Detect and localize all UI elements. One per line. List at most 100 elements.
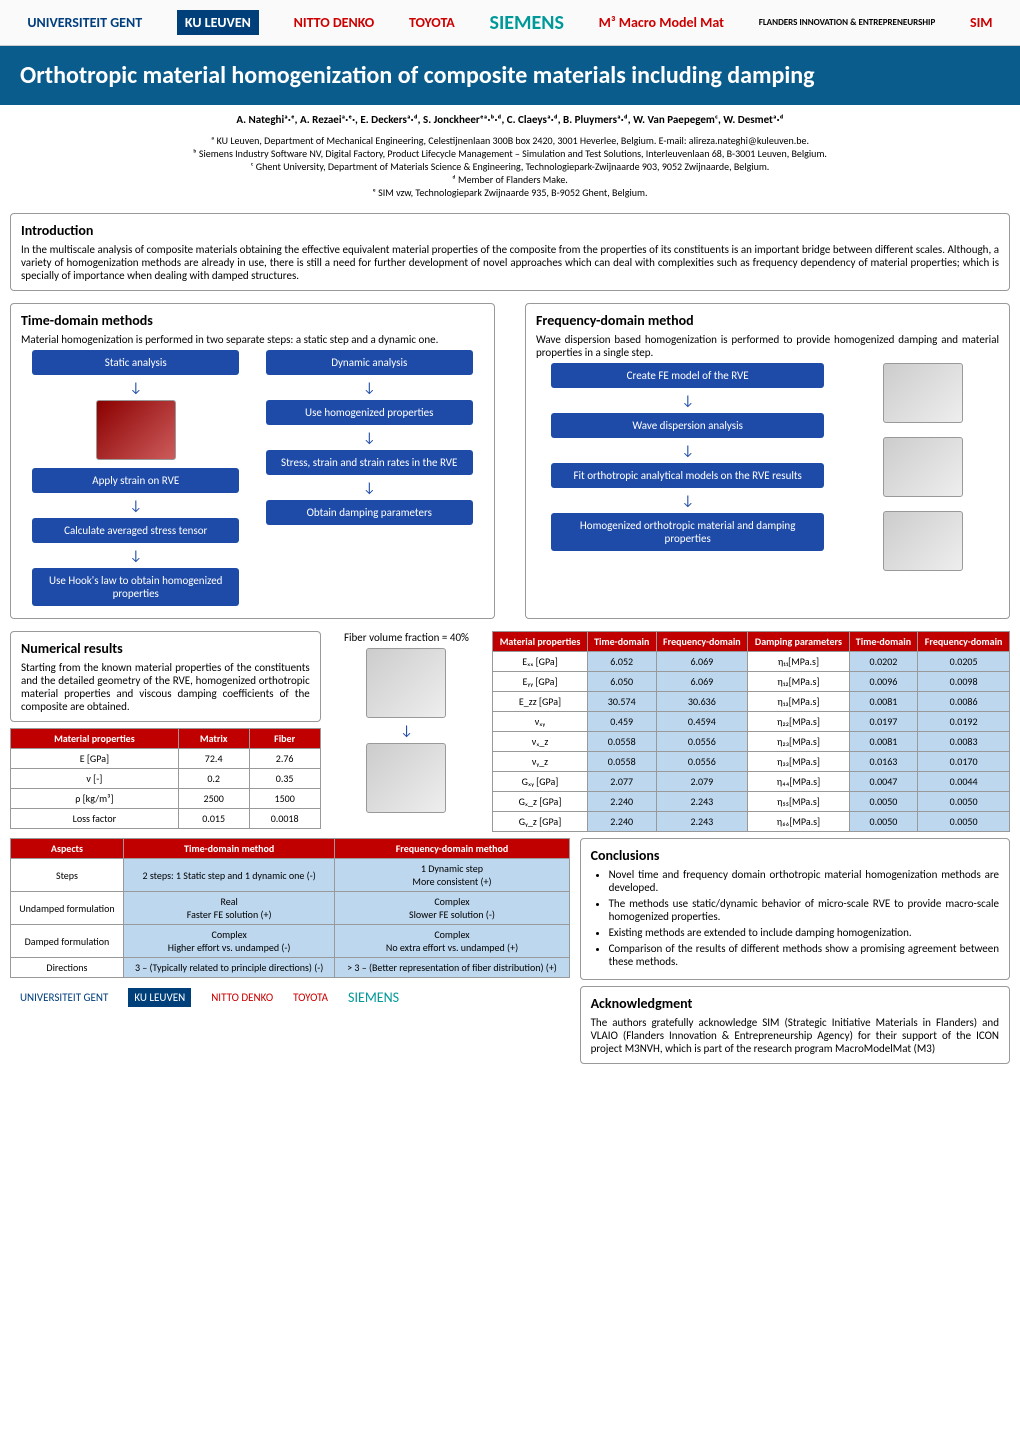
- affiliations: ᵃ KU Leuven, Department of Mechanical En…: [0, 134, 1020, 207]
- asp-h2: Frequency-domain method: [335, 839, 569, 859]
- ack-section: Acknowledgment The authors gratefully ac…: [580, 986, 1010, 1064]
- static-step-2: Use Hook's law to obtain homogenized pro…: [32, 568, 239, 606]
- conclusions-title: Conclusions: [591, 847, 999, 864]
- authors-line: A. Nateghiᵃ·ᵉ, A. Rezaeiᵃ·ᵉ·, E. Deckers…: [0, 105, 1020, 134]
- logo-siemens: SIEMENS: [490, 11, 564, 35]
- rve-image: [96, 400, 176, 460]
- table-cell: νₓᵧ: [493, 712, 588, 732]
- logo-flanders: FLANDERS INNOVATION & ENTREPRENEURSHIP: [759, 17, 935, 28]
- affiliation-d: ᵈ Member of Flanders Make.: [20, 173, 1000, 186]
- table-cell: Undamped formulation: [11, 892, 124, 925]
- table-cell: 0.0205: [918, 652, 1010, 672]
- table-cell: Gₓ_z [GPa]: [493, 792, 588, 812]
- table-cell: 0.0197: [849, 712, 918, 732]
- table-cell: 0.0050: [918, 812, 1010, 832]
- table-cell: 0.0050: [849, 812, 918, 832]
- table-cell: η₆₆[MPa.s]: [748, 812, 849, 832]
- rve-layer-image: [883, 511, 963, 571]
- table-cell: 0.2: [178, 769, 249, 789]
- table-cell: 0.0556: [656, 752, 748, 772]
- table-cell: η₅₅[MPa.s]: [748, 792, 849, 812]
- table-cell: 72.4: [178, 749, 249, 769]
- table-cell: 30.574: [587, 692, 656, 712]
- table-cell: 6.069: [656, 652, 748, 672]
- conclusion-item: Novel time and frequency domain orthotro…: [609, 868, 999, 894]
- res-hl2: Frequency-domain: [656, 632, 748, 652]
- table-cell: E [GPa]: [11, 749, 179, 769]
- time-domain-section: Time-domain methods Material homogenizat…: [10, 303, 495, 619]
- freq-step-3: Homogenized orthotropic material and dam…: [551, 513, 824, 551]
- asp-h1: Time-domain method: [123, 839, 335, 859]
- arrow-icon: ↓: [681, 442, 694, 459]
- table-cell: 0.0558: [587, 732, 656, 752]
- table-cell: 0.0044: [918, 772, 1010, 792]
- arrow-icon: ↓: [129, 547, 142, 564]
- table-cell: ν [-]: [11, 769, 179, 789]
- table-cell: ρ [kg/m³]: [11, 789, 179, 809]
- table-cell: 0.0192: [918, 712, 1010, 732]
- table-cell: 2.079: [656, 772, 748, 792]
- table-cell: 0.459: [587, 712, 656, 732]
- table-cell: 0.0558: [587, 752, 656, 772]
- table-cell: 0.0083: [918, 732, 1010, 752]
- res-hr2: Frequency-domain: [918, 632, 1010, 652]
- table-cell: 2.76: [249, 749, 320, 769]
- table-cell: 2.243: [656, 792, 748, 812]
- intro-body: In the multiscale analysis of composite …: [21, 243, 999, 282]
- table-cell: Directions: [11, 958, 124, 978]
- table-cell: 0.0202: [849, 652, 918, 672]
- numerical-body: Starting from the known material propert…: [21, 661, 310, 713]
- table-cell: 2.077: [587, 772, 656, 792]
- table-cell: Steps: [11, 859, 124, 892]
- table-cell: 0.0556: [656, 732, 748, 752]
- ack-body: The authors gratefully acknowledge SIM (…: [591, 1016, 999, 1055]
- logo-ugent: UNIVERSITEIT GENT: [27, 14, 142, 31]
- table-cell: η₄₄[MPa.s]: [748, 772, 849, 792]
- footer-logos: UNIVERSITEIT GENT KU LEUVEN NITTO DENKO …: [10, 978, 570, 1017]
- arrow-icon: ↓: [129, 379, 142, 396]
- table-cell: νₓ_z: [493, 732, 588, 752]
- table-cell: 0.0170: [918, 752, 1010, 772]
- dynamic-step-1: Stress, strain and strain rates in the R…: [266, 450, 473, 475]
- table-cell: νᵧ_z: [493, 752, 588, 772]
- time-body: Material homogenization is performed in …: [21, 333, 484, 346]
- arrow-icon: ↓: [363, 379, 376, 396]
- freq-domain-section: Frequency-domain method Wave dispersion …: [525, 303, 1010, 619]
- res-hr1: Time-domain: [849, 632, 918, 652]
- dynamic-step-2: Obtain damping parameters: [266, 500, 473, 525]
- props-h1: Matrix: [178, 729, 249, 749]
- table-cell: 1500: [249, 789, 320, 809]
- freq-body: Wave dispersion based homogenization is …: [536, 333, 999, 359]
- rve-wave-image: [883, 437, 963, 497]
- table-cell: 6.052: [587, 652, 656, 672]
- table-cell: 0.0163: [849, 752, 918, 772]
- props-h2: Fiber: [249, 729, 320, 749]
- asp-h0: Aspects: [11, 839, 124, 859]
- conclusions-list: Novel time and frequency domain orthotro…: [591, 868, 999, 968]
- fiber-unit-cell-image: [366, 648, 446, 718]
- arrow-icon: ↓: [681, 392, 694, 409]
- fiber-array-image: [366, 743, 446, 813]
- static-step-1: Calculate averaged stress tensor: [32, 518, 239, 543]
- static-step-0: Apply strain on RVE: [32, 468, 239, 493]
- footer-logo-ugent: UNIVERSITEIT GENT: [20, 991, 108, 1004]
- table-cell: Complex Slower FE solution (-): [335, 892, 569, 925]
- table-cell: Gᵧ_z [GPa]: [493, 812, 588, 832]
- conclusions-section: Conclusions Novel time and frequency dom…: [580, 838, 1010, 980]
- table-cell: 0.0086: [918, 692, 1010, 712]
- affiliation-b: ᵇ Siemens Industry Software NV, Digital …: [20, 147, 1000, 160]
- dynamic-step-0: Use homogenized properties: [266, 400, 473, 425]
- arrow-icon: ↓: [329, 722, 484, 739]
- dynamic-label: Dynamic analysis: [266, 350, 473, 375]
- rve-mesh-image: [883, 363, 963, 423]
- res-hr0: Damping parameters: [748, 632, 849, 652]
- time-title: Time-domain methods: [21, 312, 484, 329]
- conclusion-item: The methods use static/dynamic behavior …: [609, 897, 999, 923]
- footer-logo-siemens: SIEMENS: [348, 989, 399, 1006]
- res-hl0: Material properties: [493, 632, 588, 652]
- arrow-icon: ↓: [363, 479, 376, 496]
- table-cell: 0.0050: [918, 792, 1010, 812]
- arrow-icon: ↓: [129, 497, 142, 514]
- table-cell: E_zz [GPa]: [493, 692, 588, 712]
- table-cell: 0.4594: [656, 712, 748, 732]
